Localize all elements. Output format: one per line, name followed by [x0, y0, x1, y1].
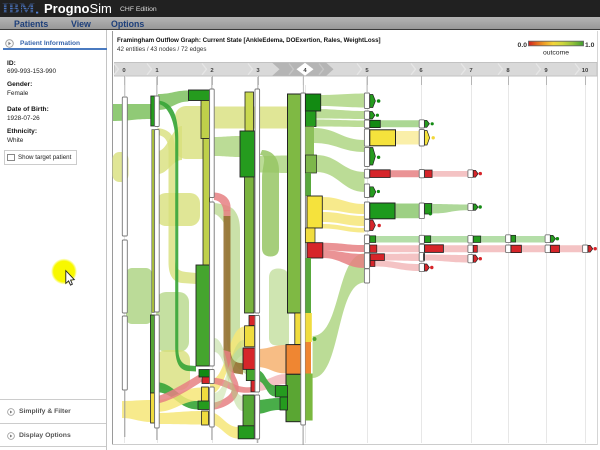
svg-text:0: 0 [122, 68, 126, 74]
svg-text:1.0: 1.0 [585, 42, 595, 49]
svg-text:0.0: 0.0 [518, 42, 528, 49]
svg-text:1: 1 [155, 68, 159, 74]
svg-text:IBM: IBM [2, 2, 35, 15]
svg-text:6: 6 [419, 68, 423, 74]
svg-text:7: 7 [469, 68, 473, 74]
svg-text:5: 5 [365, 68, 369, 74]
svg-text:8: 8 [506, 68, 510, 74]
svg-text:9: 9 [544, 68, 548, 74]
svg-text:2: 2 [210, 68, 214, 74]
svg-text:3: 3 [256, 68, 260, 74]
svg-text:10: 10 [582, 68, 589, 74]
svg-text:outcome: outcome [543, 50, 569, 57]
svg-text:4: 4 [303, 68, 307, 74]
